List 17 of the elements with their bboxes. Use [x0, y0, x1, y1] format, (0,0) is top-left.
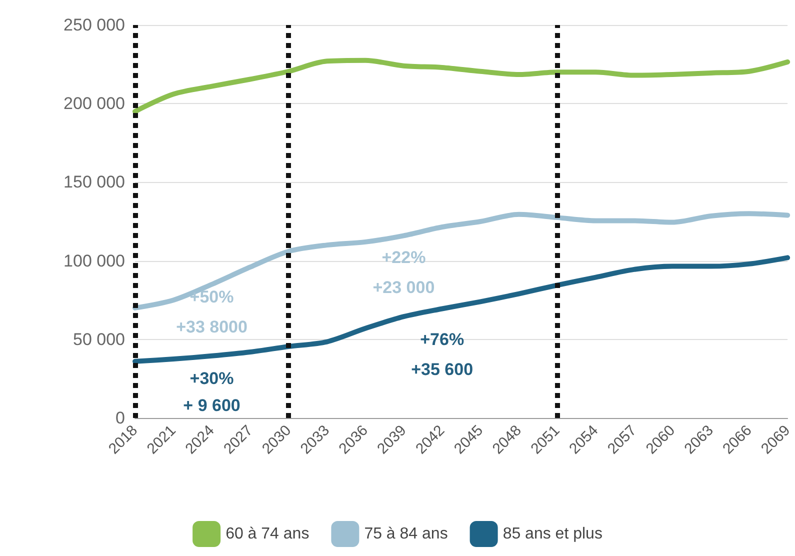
legend-label: 60 à 74 ans [226, 526, 310, 542]
y-tick-label: 150 000 [64, 172, 125, 192]
legend-label: 85 ans et plus [502, 526, 602, 542]
annotation: +35 600 [411, 360, 474, 379]
annotation: +22% [382, 248, 426, 268]
y-tick-label: 100 000 [64, 251, 125, 270]
y-tick-label: 0 [116, 408, 125, 428]
y-tick-label: 200 000 [64, 94, 125, 114]
y-tick-label: 50 000 [73, 330, 125, 349]
annotation: +30% [190, 369, 234, 388]
annotation: + 9 600 [183, 396, 240, 415]
annotation: +33 8000 [176, 317, 248, 336]
annotation: +76% [420, 330, 464, 349]
annotation: +23 000 [372, 278, 435, 298]
annotation: +50% [190, 287, 234, 306]
legend-label: 75 à 84 ans [364, 526, 448, 542]
y-tick-label: 250 000 [64, 16, 125, 34]
